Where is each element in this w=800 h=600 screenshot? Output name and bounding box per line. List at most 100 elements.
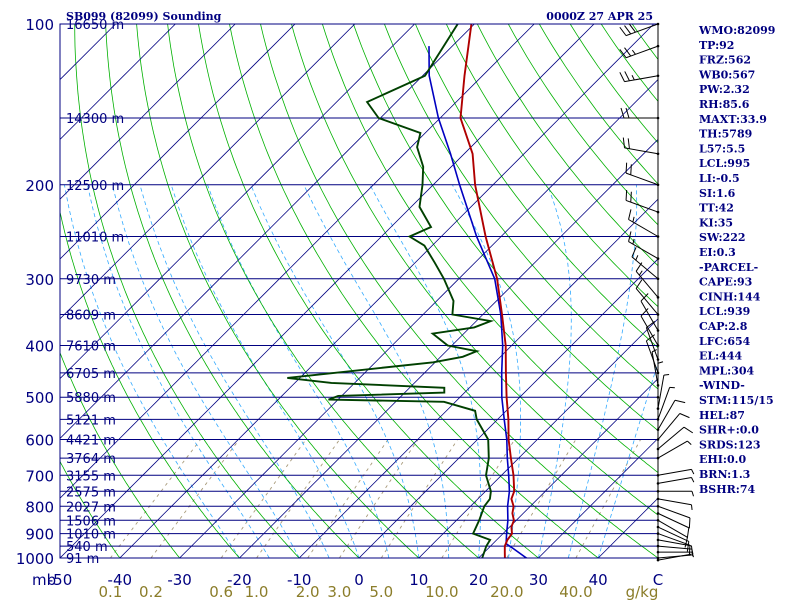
moist-adiabat-line (170, 184, 360, 558)
wind-barb-staff (657, 519, 688, 538)
wind-barb (656, 497, 693, 511)
height-label: 2575 m (66, 485, 116, 500)
height-label: 1506 m (66, 514, 116, 529)
wind-barb (656, 489, 694, 497)
index-label: HEL:87 (699, 409, 745, 422)
pressure-tick-label: 800 (25, 498, 54, 516)
wind-barb-flag (688, 545, 691, 556)
height-label: 5121 m (66, 413, 116, 428)
mixing-ratio-lines (110, 439, 641, 558)
height-label: 2027 m (66, 500, 116, 515)
wind-barb (635, 279, 660, 316)
height-label: 1010 m (66, 528, 116, 543)
wind-barb-staff (657, 413, 681, 440)
moist-adiabat-line (250, 184, 420, 558)
wind-level-dot (656, 235, 660, 238)
wind-barb-half (635, 255, 639, 261)
wind-barb-staff (640, 300, 659, 331)
mixing-ratio-tick-label: 20.0 (490, 583, 523, 600)
index-label: EL:444 (699, 350, 742, 363)
wind-level-dot (656, 447, 660, 451)
mixing-ratio-tick-label: 1.0 (245, 583, 269, 600)
temperature-tick-label: 10 (409, 571, 428, 589)
wind-level-dot (656, 407, 660, 410)
mixing-ratio-tick-label: 3.0 (327, 583, 351, 600)
wind-level-dot (656, 512, 660, 515)
wind-barb-flag (628, 23, 636, 33)
wind-barb-staff (624, 75, 659, 83)
wind-barb-staff (657, 440, 688, 459)
index-label: TP:92 (699, 39, 734, 52)
wind-level-dot (656, 497, 660, 501)
wind-barb-flag (640, 293, 649, 302)
wind-barb (656, 440, 692, 460)
wind-level-dot (656, 44, 660, 48)
wind-level-dot (656, 371, 660, 375)
wind-barb (625, 162, 660, 187)
wind-barb (628, 209, 660, 238)
wind-barb (625, 189, 660, 214)
moist-adiabat-line (567, 184, 638, 558)
moist-adiabats (64, 184, 658, 558)
pressure-tick-label: 200 (25, 177, 54, 195)
wind-barb-staff (635, 270, 659, 298)
index-label: KI:35 (699, 216, 733, 229)
mixing-ratio-tick-label: 40.0 (559, 583, 592, 600)
wind-barb-staff (657, 498, 692, 506)
wind-barb (656, 504, 691, 529)
isotherms (60, 24, 658, 558)
wind-barb-flag (674, 399, 686, 404)
temperature-tick-label: 40 (589, 571, 608, 589)
mixing-ratio-line (150, 439, 240, 558)
wind-barb-staff (631, 256, 659, 280)
mixing-ratio-tick-label: 0.2 (139, 583, 163, 600)
index-label: CAPE:93 (699, 276, 752, 289)
plot-frame (59, 23, 659, 559)
wind-level-dot (656, 538, 660, 542)
temperature-tick-label: 20 (469, 571, 488, 589)
wind-barb (640, 293, 660, 332)
wind-barb-flag (624, 71, 630, 82)
wind-barb-flag (630, 164, 632, 175)
temperature-axis: mb-50 -40 -30 -20 -10 0 10 20 30 40 C (32, 571, 663, 589)
wind-barb-staff (624, 147, 659, 155)
wind-barb (656, 361, 664, 399)
moist-adiabat-line (139, 184, 330, 558)
wind-barb-staff (625, 45, 659, 59)
wind-barb-staff (635, 288, 659, 315)
wind-level-dot (656, 544, 660, 548)
wind-level-dot (656, 384, 660, 387)
index-label: MAXT:33.9 (699, 113, 767, 126)
wind-level-dot (656, 482, 660, 485)
wind-barb-staff (657, 468, 692, 476)
wind-barb-flag (628, 209, 632, 220)
wind-barb-flag (686, 541, 690, 552)
wind-barb (620, 107, 660, 120)
height-label: 540 m (66, 540, 108, 555)
pressure-tick-label: 900 (25, 526, 54, 544)
mixing-ratio-line (220, 439, 307, 558)
wind-barb-half (631, 75, 635, 81)
wind-barb (656, 512, 690, 539)
wind-barb-staff (657, 477, 692, 484)
wind-barb-flag (625, 189, 628, 201)
wind-level-dot (656, 556, 660, 560)
wind-barb (656, 468, 695, 477)
wind-barb-half (632, 238, 635, 245)
wind-barb-flag (640, 308, 649, 317)
wind-barb-staff (645, 327, 659, 360)
wind-level-dot (656, 504, 660, 508)
wind-barb-flag (631, 247, 637, 258)
wind-barb (619, 44, 660, 59)
index-label: LCL:939 (699, 305, 750, 318)
wind-level-dot (656, 257, 660, 260)
wind-barb-flag (625, 107, 630, 119)
height-label: 91 m (66, 552, 99, 567)
wind-barb-flag (625, 162, 628, 174)
height-label: 9730 m (66, 273, 116, 288)
valid-time: 0000Z 27 APR 25 (546, 10, 653, 23)
wind-barb (656, 554, 692, 560)
wind-barb-flag (619, 26, 627, 36)
mixing-ratio-tick-label: 0.1 (98, 583, 122, 600)
wind-level-dot (656, 183, 660, 187)
